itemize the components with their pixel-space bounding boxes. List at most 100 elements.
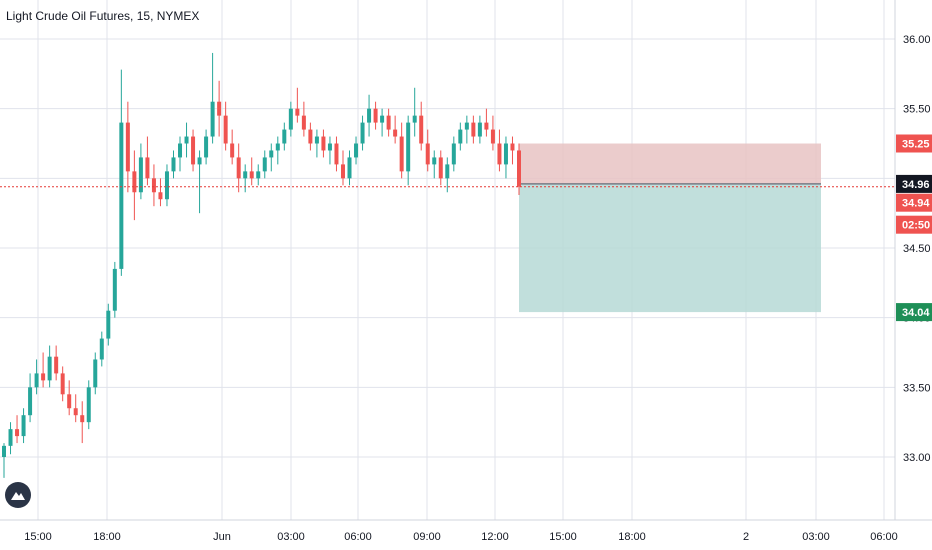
candle-body [41, 373, 46, 381]
candle-body [314, 136, 319, 144]
candle-body [301, 115, 306, 130]
candle-body [340, 164, 345, 179]
candle-body [217, 101, 222, 116]
candle-body [34, 373, 39, 388]
price-tag-label: 02:50 [902, 220, 930, 232]
candle-body [67, 394, 72, 409]
candle-body [432, 157, 437, 165]
candle-body [497, 143, 502, 165]
candle-body [256, 171, 261, 179]
time-tick-label: 12:00 [481, 531, 509, 543]
candle-body [275, 143, 280, 151]
price-tag-label: 34.04 [902, 307, 930, 319]
candle-body [112, 268, 117, 311]
candle-body [132, 171, 137, 193]
candle-body [8, 429, 13, 446]
price-tag-entry [896, 174, 932, 193]
price-tick-label: 34.50 [903, 243, 931, 255]
price-axis: 36.0035.5035.2534.5034.0033.5033.0035.25… [894, 0, 932, 520]
candle-body [236, 157, 241, 179]
price-tag-target [896, 303, 932, 322]
time-tick-label: 18:00 [618, 531, 646, 543]
price-tick-label: 33.50 [903, 382, 931, 394]
candle-body [191, 136, 196, 165]
candle-body [21, 415, 26, 437]
candle-body [458, 129, 463, 144]
candle-body [399, 136, 404, 172]
time-axis: 15:00 18:00 Jun 03:00 06:00 09:00 12:00 15:00 18… [0, 519, 932, 543]
candle-series [0, 52, 895, 478]
candle-body [119, 122, 124, 269]
candle-body [471, 122, 476, 137]
candle-body [184, 136, 189, 144]
candle-body [354, 143, 359, 158]
candle-body [171, 157, 176, 172]
price-tag-stop [896, 134, 932, 153]
price-tick-label: 35.50 [903, 104, 931, 116]
candle-body [210, 101, 215, 137]
position-zones [519, 143, 821, 313]
candle-body [510, 143, 515, 151]
candle-body [262, 157, 267, 172]
candle-body [138, 157, 143, 193]
candle-body [243, 171, 248, 179]
candle-body [308, 129, 313, 144]
candle-body [2, 445, 6, 457]
candle-body [334, 143, 339, 165]
candle-body [93, 359, 98, 388]
candle-body [282, 129, 287, 144]
candle-body [386, 115, 391, 130]
candle-body [15, 429, 20, 437]
time-tick-label: 03:00 [802, 531, 830, 543]
candle-body [321, 136, 326, 151]
candle-body [380, 115, 385, 123]
candle-body [503, 143, 508, 165]
candle-body [99, 338, 104, 360]
time-tick-label: 09:00 [413, 531, 441, 543]
candle-body [223, 115, 228, 144]
candle-body [60, 373, 65, 395]
time-tick-label: Jun [213, 531, 231, 543]
candle-body [28, 387, 33, 416]
candle-body [73, 408, 78, 416]
chart-title: Light Crude Oil Futures, 15, NYMEX [6, 9, 200, 23]
candle-body [517, 150, 521, 187]
candle-body [373, 108, 378, 123]
candle-body [412, 115, 417, 123]
candle-body [145, 157, 150, 179]
time-tick-label: 2 [743, 531, 749, 543]
candle-body [327, 143, 332, 151]
candle-body [477, 122, 482, 137]
candle-body [47, 356, 52, 381]
tradingview-logo-icon[interactable] [5, 482, 31, 508]
price-tag-label: 34.94 [902, 198, 930, 210]
candle-body [406, 122, 411, 172]
price-tag-label: 34.96 [902, 179, 930, 191]
price-tag-countdown [896, 215, 932, 234]
candle-body [451, 143, 456, 165]
candle-body [445, 164, 450, 179]
candle-body [54, 356, 59, 374]
candle-body [425, 143, 430, 165]
stop-loss-zone [519, 143, 821, 184]
candle-body [295, 108, 300, 116]
price-tag-label: 35.25 [902, 139, 930, 151]
candle-body [419, 115, 424, 144]
take-profit-zone [519, 183, 821, 313]
candle-body [230, 143, 235, 158]
candle-body [360, 122, 365, 144]
price-tag-last [896, 193, 932, 212]
candle-body [393, 129, 398, 137]
time-tick-label: 18:00 [93, 531, 121, 543]
price-tick-label: 36.00 [903, 34, 931, 46]
candle-body [484, 122, 489, 130]
time-tick-label: 15:00 [24, 531, 52, 543]
candle-body [269, 150, 274, 158]
time-tick-label: 06:00 [344, 531, 372, 543]
candle-body [125, 122, 130, 172]
candle-body [80, 415, 85, 423]
candle-body [367, 108, 372, 123]
candle-body [158, 192, 163, 200]
